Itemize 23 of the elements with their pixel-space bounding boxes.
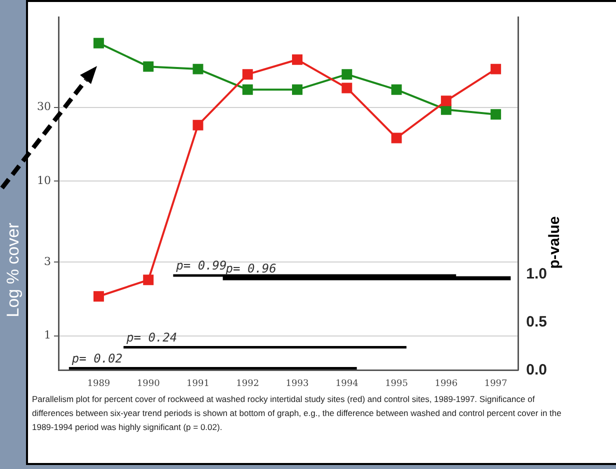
y2-tick-label: 1.0 [526,266,548,283]
text: Parallelism plot for percent cover of rockweed at washed rocky intertidal study sites (red) and control sites, 1989-1997. Significance of differences between six-year trend periods is shown at bottom of graph, e.g., the difference between washed and control percent cover in the 1989-1994 period was highly significant (p = 0.02). [32,393,562,434]
x-tick-label: 1989 [87,378,110,389]
y2-tick-label: 0.0 [526,361,548,378]
data-label: p= 0.24 [126,330,178,344]
x-tick-label: 1992 [236,378,260,389]
y2-axis-title: p-value [546,216,562,268]
x-tick-label: 1996 [434,378,458,389]
y-tick-label: 30 [36,100,51,114]
x-tick-label: 1997 [484,378,508,389]
data-label: p= 0.02 [70,351,123,366]
x-tick-label: 1993 [286,378,309,389]
y-tick-label: 1 [44,328,51,342]
x-tick-label: 1995 [385,378,408,389]
y2-tick-label: 0.5 [526,313,548,330]
data-label: p= 0.96 [224,261,276,276]
x-tick-label: 1990 [136,378,160,389]
y-axis-title: Log % cover [3,222,23,318]
x-tick-label: 1994 [335,378,359,389]
y-tick-label: 10 [36,174,51,187]
x-tick-label: 1991 [186,378,210,389]
y-tick-label: 3 [44,254,51,268]
data-label: p= 0.99 [175,258,227,273]
